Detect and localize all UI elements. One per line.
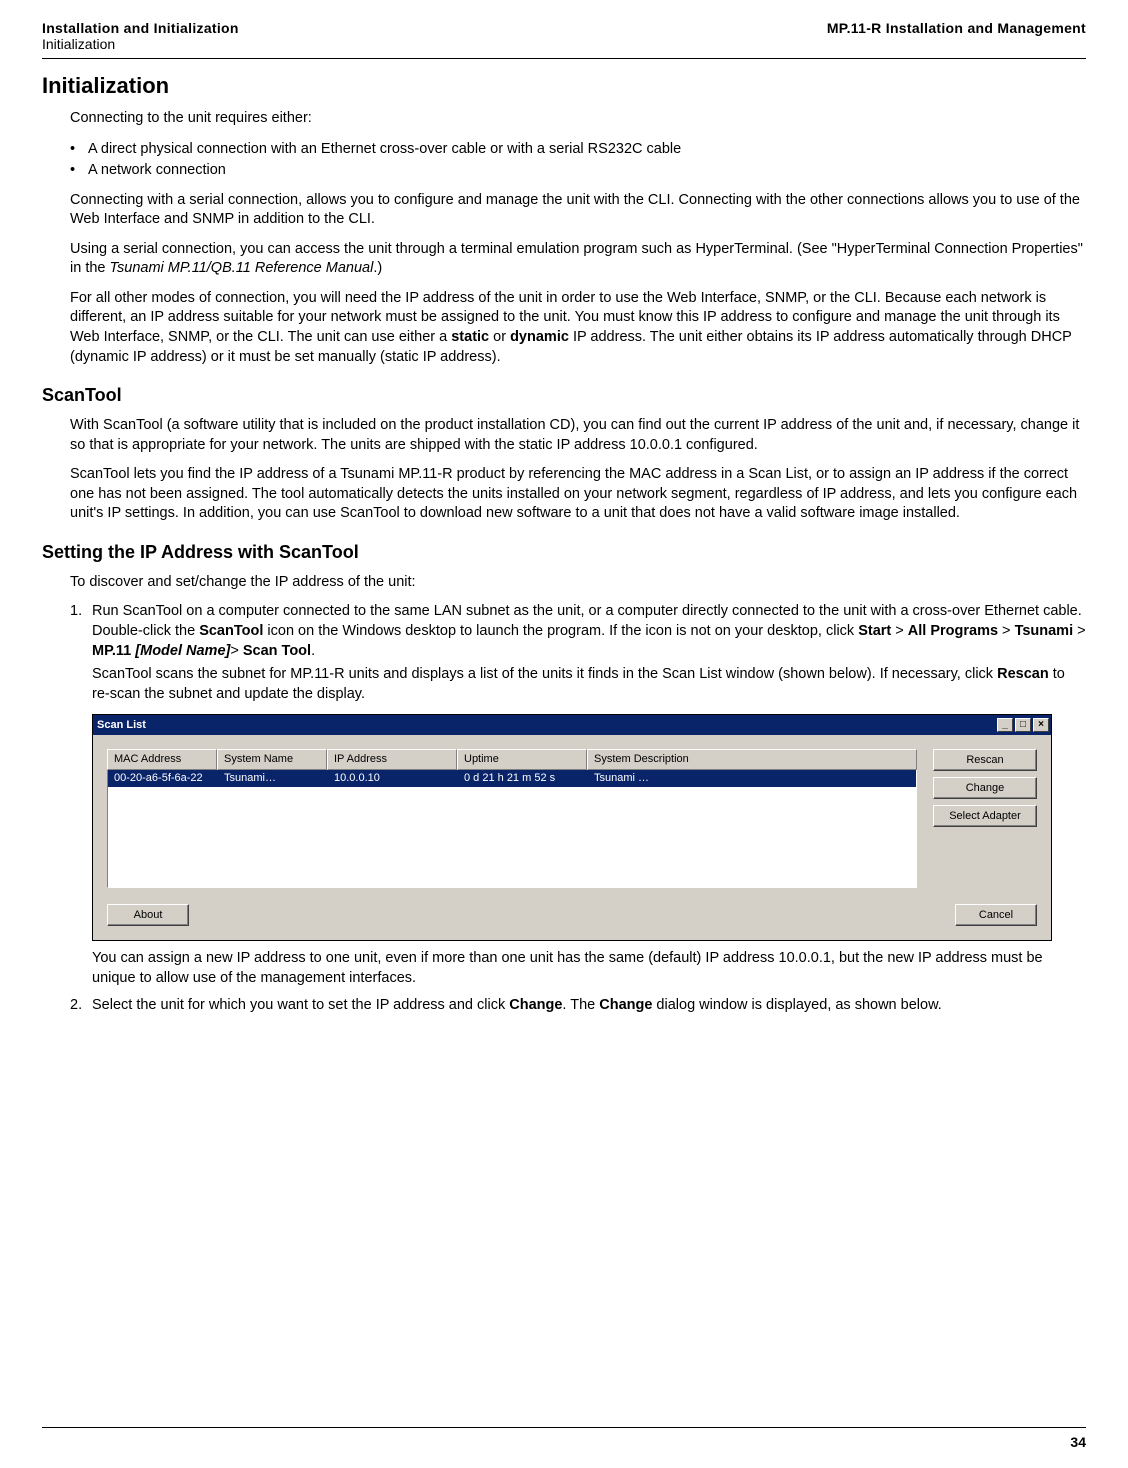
p-scantool-detail: ScanTool lets you find the IP address of… xyxy=(70,465,1086,524)
header-right-bold: MP.11-R Installation and Management xyxy=(827,20,1086,36)
s1-scantool: ScanTool xyxy=(199,623,263,639)
header-left-bold: Installation and Initialization xyxy=(42,20,239,36)
p3-text-b: .) xyxy=(373,260,382,276)
table-body: 00-20-a6-5f-6a-22 Tsunami… 10.0.0.10 0 d… xyxy=(107,770,917,888)
requirements-list: A direct physical connection with an Eth… xyxy=(70,139,1086,181)
cell-desc: Tsunami … xyxy=(588,770,916,787)
p4-dynamic: dynamic xyxy=(510,329,569,345)
bullet-network-connection: A network connection xyxy=(70,160,1086,181)
s1-p2a: ScanTool scans the subnet for MP.11-R un… xyxy=(92,666,997,682)
step-1: Run ScanTool on a computer connected to … xyxy=(70,602,1086,988)
s2-change2: Change xyxy=(599,997,652,1013)
s1-after-screenshot: You can assign a new IP address to one u… xyxy=(92,949,1086,988)
h2-setting-ip: Setting the IP Address with ScanTool xyxy=(42,542,1086,563)
col-system-name[interactable]: System Name xyxy=(217,749,327,770)
titlebar: Scan List _ □ × xyxy=(93,715,1051,735)
step-2: Select the unit for which you want to se… xyxy=(70,996,1086,1016)
p-scantool-intro: With ScanTool (a software utility that i… xyxy=(70,416,1086,455)
s1-start: Start xyxy=(858,623,891,639)
s1-model: [Model Name] xyxy=(135,643,230,659)
s2-change1: Change xyxy=(509,997,562,1013)
p-serial-cli: Connecting with a serial connection, all… xyxy=(70,191,1086,230)
scan-list-window: Scan List _ □ × MAC Address System Name … xyxy=(92,714,1052,941)
h1-initialization: Initialization xyxy=(42,73,1086,99)
maximize-button[interactable]: □ xyxy=(1015,718,1031,732)
s1-para2: ScanTool scans the subnet for MP.11-R un… xyxy=(92,665,1086,704)
s1-gt3: > xyxy=(1073,623,1086,639)
p4-c: or xyxy=(489,329,510,345)
steps-list: Run ScanTool on a computer connected to … xyxy=(70,602,1086,1015)
cell-uptime: 0 d 21 h 21 m 52 s xyxy=(458,770,588,787)
col-description[interactable]: System Description xyxy=(587,749,917,770)
footer-divider xyxy=(42,1427,1086,1428)
col-mac[interactable]: MAC Address xyxy=(107,749,217,770)
s1-end1: . xyxy=(311,643,315,659)
s1-scantool2: Scan Tool xyxy=(243,643,311,659)
close-button[interactable]: × xyxy=(1033,718,1049,732)
bullet-direct-connection: A direct physical connection with an Eth… xyxy=(70,139,1086,160)
col-ip[interactable]: IP Address xyxy=(327,749,457,770)
cell-ip: 10.0.0.10 xyxy=(328,770,458,787)
table-header: MAC Address System Name IP Address Uptim… xyxy=(107,749,917,770)
rescan-button[interactable]: Rescan xyxy=(933,749,1037,771)
window-title: Scan List xyxy=(97,718,146,733)
p4-static: static xyxy=(451,329,489,345)
header-left-plain: Initialization xyxy=(42,36,1086,52)
s1-tsunami: Tsunami xyxy=(1015,623,1074,639)
table-row[interactable]: 00-20-a6-5f-6a-22 Tsunami… 10.0.0.10 0 d… xyxy=(108,770,916,787)
p-connect-requires: Connecting to the unit requires either: xyxy=(70,109,1086,129)
scan-list-table: MAC Address System Name IP Address Uptim… xyxy=(107,749,917,888)
s1-gt1: > xyxy=(891,623,908,639)
s1-gt4: > xyxy=(230,643,243,659)
change-button[interactable]: Change xyxy=(933,777,1037,799)
s1-allprograms: All Programs xyxy=(908,623,998,639)
p3-italic: Tsunami MP.11/QB.11 Reference Manual xyxy=(110,260,374,276)
scan-list-screenshot: Scan List _ □ × MAC Address System Name … xyxy=(92,714,1086,941)
s1-rescan: Rescan xyxy=(997,666,1049,682)
cell-mac: 00-20-a6-5f-6a-22 xyxy=(108,770,218,787)
page-number: 34 xyxy=(1070,1434,1086,1450)
s1-b: icon on the Windows desktop to launch th… xyxy=(263,623,858,639)
bottom-button-row: About Cancel xyxy=(93,904,1051,940)
cell-name: Tsunami… xyxy=(218,770,328,787)
s2-a: Select the unit for which you want to se… xyxy=(92,997,509,1013)
h2-scantool: ScanTool xyxy=(42,385,1086,406)
p-ip-address-modes: For all other modes of connection, you w… xyxy=(70,289,1086,367)
window-body: MAC Address System Name IP Address Uptim… xyxy=(93,735,1051,904)
s1-mp11: MP.11 xyxy=(92,643,135,659)
s2-c: dialog window is displayed, as shown bel… xyxy=(652,997,941,1013)
cancel-button[interactable]: Cancel xyxy=(955,904,1037,926)
p-discover: To discover and set/change the IP addres… xyxy=(70,573,1086,593)
p-hyperterminal: Using a serial connection, you can acces… xyxy=(70,240,1086,279)
header-divider xyxy=(42,58,1086,59)
s2-b: . The xyxy=(562,997,599,1013)
window-controls: _ □ × xyxy=(997,718,1049,732)
col-uptime[interactable]: Uptime xyxy=(457,749,587,770)
s1-gt2: > xyxy=(998,623,1015,639)
button-column: Rescan Change Select Adapter xyxy=(933,749,1037,827)
select-adapter-button[interactable]: Select Adapter xyxy=(933,805,1037,827)
minimize-button[interactable]: _ xyxy=(997,718,1013,732)
about-button[interactable]: About xyxy=(107,904,189,926)
